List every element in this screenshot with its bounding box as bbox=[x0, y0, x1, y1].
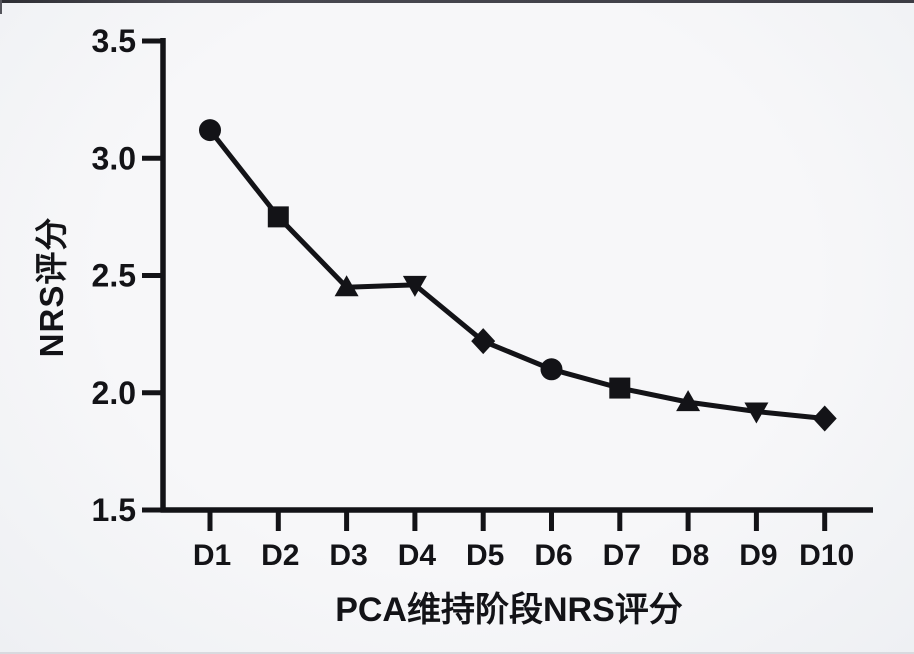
data-point-D1 bbox=[199, 119, 221, 142]
y-tick-label: 3.0 bbox=[92, 140, 136, 176]
x-axis-title: PCA维持阶段NRS评分 bbox=[335, 591, 683, 629]
y-tick-label: 2.5 bbox=[92, 258, 136, 294]
x-tick-label: D2 bbox=[261, 539, 299, 572]
data-point-D2 bbox=[267, 206, 289, 228]
x-tick-label: D1 bbox=[193, 539, 231, 572]
y-tick-label: 3.5 bbox=[92, 23, 136, 59]
data-point-D7 bbox=[609, 377, 631, 399]
y-tick-label: 2.0 bbox=[92, 375, 136, 411]
data-point-D5 bbox=[471, 328, 496, 355]
series-line bbox=[208, 128, 825, 422]
x-tick-label: D5 bbox=[466, 539, 504, 572]
data-point-D4 bbox=[402, 275, 427, 297]
screenshot-top-edge bbox=[0, 0, 914, 3]
data-point-D9 bbox=[744, 402, 769, 424]
y-axis-title: NRS评分 bbox=[33, 216, 70, 358]
x-tick-label: D8 bbox=[671, 539, 709, 572]
screenshot-left-edge bbox=[0, 0, 2, 14]
data-point-D6 bbox=[540, 358, 563, 381]
y-tick-label: 1.5 bbox=[92, 492, 136, 528]
x-tick-label: D4 bbox=[398, 539, 437, 572]
x-tick-label: D7 bbox=[603, 539, 641, 572]
screenshot-bottom-edge bbox=[0, 652, 914, 654]
x-tick-label: D3 bbox=[329, 539, 367, 572]
x-tick-label: D10 bbox=[799, 539, 854, 572]
data-point-D8 bbox=[676, 390, 701, 412]
data-point-D3 bbox=[334, 275, 359, 297]
x-tick-label: D9 bbox=[739, 539, 777, 572]
x-tick-label: D6 bbox=[534, 539, 572, 572]
data-point-D10 bbox=[812, 405, 837, 432]
